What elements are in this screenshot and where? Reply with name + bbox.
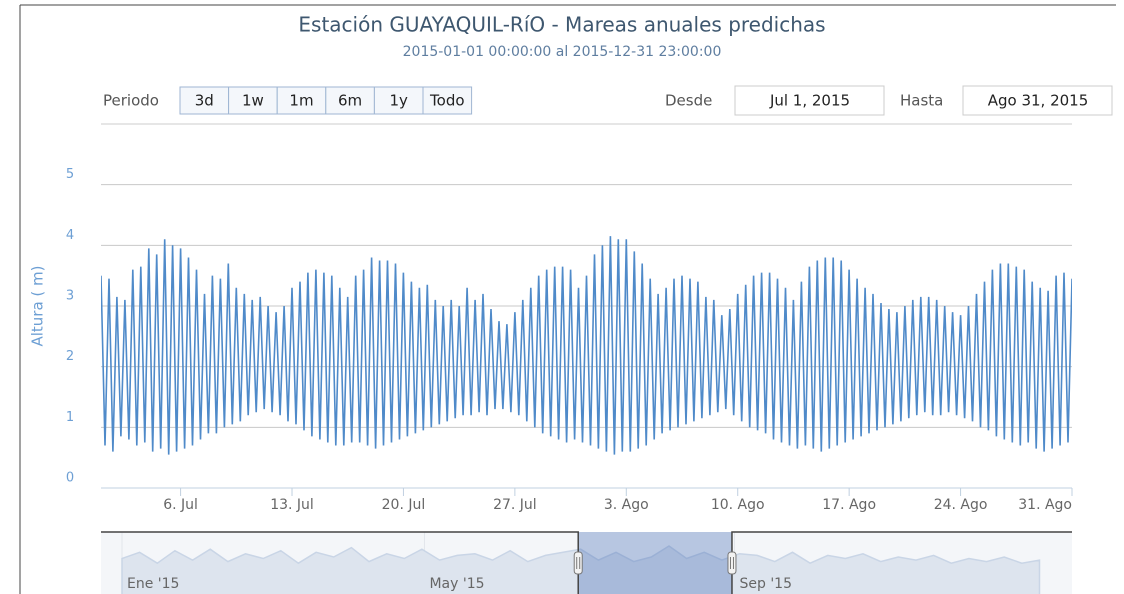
x-tick-label: 3. Ago <box>604 497 649 513</box>
x-tick-label: 27. Jul <box>493 497 537 513</box>
y-tick-label: 2 <box>66 349 74 364</box>
x-tick-label: 24. Ago <box>934 497 988 513</box>
from-value[interactable]: Jul 1, 2015 <box>769 92 850 110</box>
y-tick-label: 5 <box>66 167 74 182</box>
to-input[interactable] <box>962 85 1113 116</box>
navigator-handle[interactable] <box>727 551 737 575</box>
from-label: Desde <box>665 92 712 110</box>
navigator-selection <box>578 532 732 594</box>
chart-title: Estación GUAYAQUIL-RíO - Mareas anuales … <box>298 13 825 37</box>
x-tick-label: 6. Jul <box>163 497 198 513</box>
chart-subtitle: 2015-01-01 00:00:00 al 2015-12-31 23:00:… <box>403 44 722 60</box>
range-button[interactable] <box>276 86 327 115</box>
range-button-label[interactable]: 1m <box>289 92 313 110</box>
navigator-handle-grip <box>576 557 581 569</box>
range-button-label[interactable]: 6m <box>338 92 362 110</box>
range-button[interactable] <box>325 86 375 115</box>
x-tick-label: 31. Ago <box>1018 497 1072 513</box>
to-label: Hasta <box>900 92 943 110</box>
y-tick-label: 0 <box>66 471 74 486</box>
range-button-label[interactable]: 3d <box>195 92 214 110</box>
range-button-label[interactable]: Todo <box>429 92 465 110</box>
range-button[interactable] <box>422 86 473 115</box>
navigator-handle-grip <box>729 557 734 569</box>
y-tick-label: 4 <box>66 228 74 243</box>
period-label: Periodo <box>103 92 159 110</box>
navigator-label: May '15 <box>429 576 484 592</box>
from-input[interactable] <box>734 85 885 116</box>
y-tick-label: 3 <box>66 289 74 304</box>
navigator-label: Ene '15 <box>127 576 179 592</box>
x-tick-label: 13. Jul <box>270 497 314 513</box>
x-tick-label: 10. Ago <box>711 497 765 513</box>
range-button[interactable] <box>179 86 230 115</box>
y-tick-label: 1 <box>66 410 74 425</box>
tide-line <box>101 236 1072 455</box>
navigator-handle[interactable] <box>573 551 583 575</box>
y-axis-title: Altura ( m) <box>29 265 47 346</box>
range-button-label[interactable]: 1y <box>389 92 408 110</box>
to-value[interactable]: Ago 31, 2015 <box>988 92 1089 110</box>
range-button-label[interactable]: 1w <box>242 92 264 110</box>
range-button[interactable] <box>228 86 278 115</box>
navigator-label: Sep '15 <box>739 576 792 592</box>
x-tick-label: 20. Jul <box>382 497 426 513</box>
x-tick-label: 17. Ago <box>822 497 876 513</box>
